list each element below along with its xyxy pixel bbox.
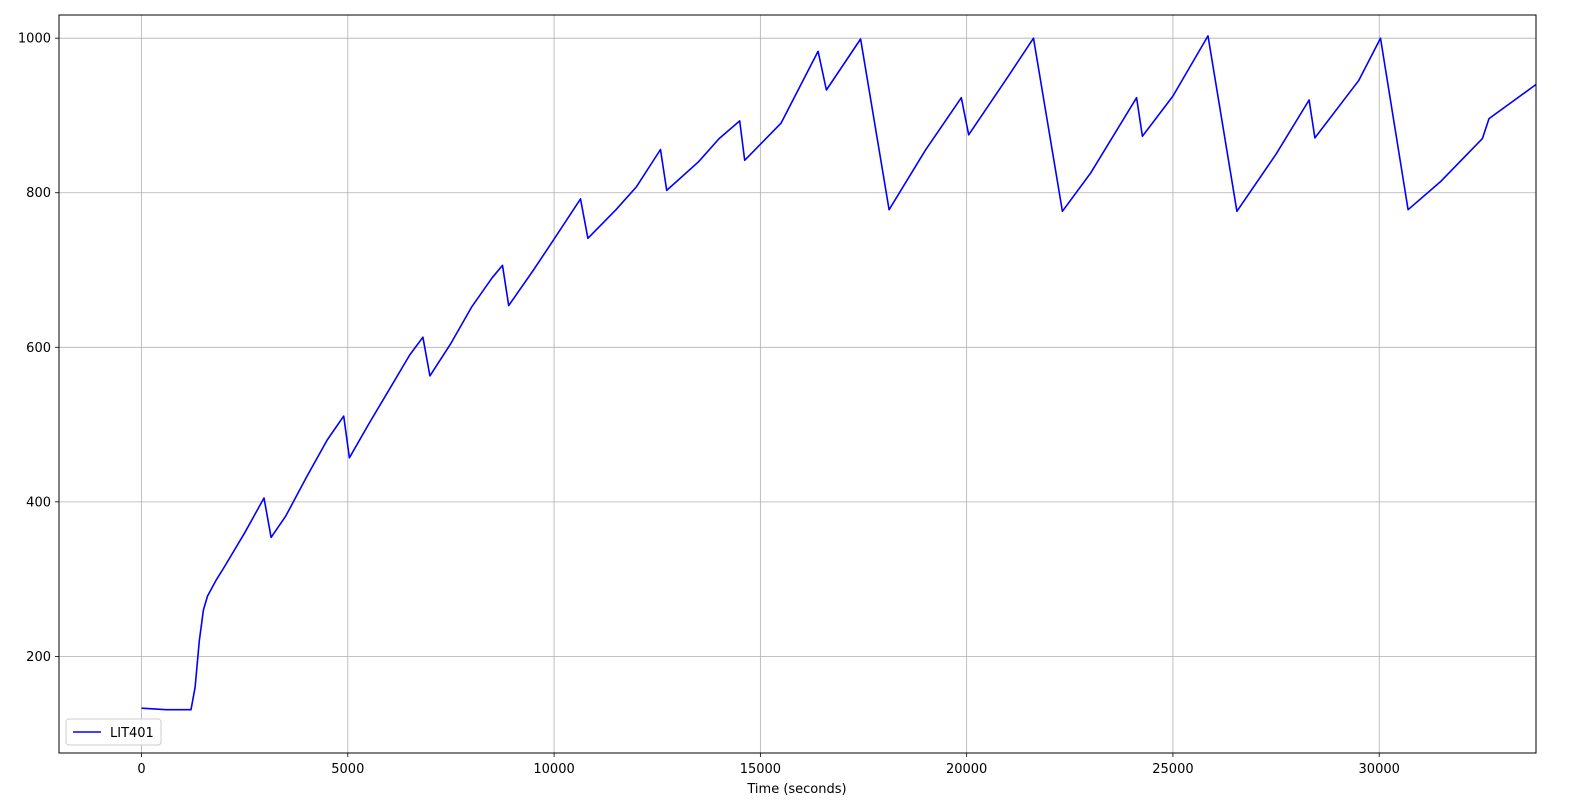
x-axis-label: Time (seconds) [746, 782, 846, 797]
grid [59, 15, 1536, 753]
y-axis-ticks: 200 400 600 800 1000 [18, 32, 59, 665]
y-tick-label: 600 [26, 341, 51, 356]
y-tick-label: 400 [26, 495, 51, 510]
series-layer [141, 35, 1537, 711]
plot-background [59, 15, 1536, 753]
x-tick-label: 5000 [331, 762, 364, 777]
x-axis-ticks: 0 5000 10000 15000 20000 25000 30000 [137, 753, 1400, 777]
x-tick-label: 0 [137, 762, 145, 777]
y-tick-label: 200 [26, 650, 51, 665]
x-tick-label: 30000 [1359, 762, 1400, 777]
x-tick-label: 20000 [946, 762, 987, 777]
x-tick-label: 10000 [533, 762, 574, 777]
x-tick-label: 15000 [740, 762, 781, 777]
y-tick-label: 1000 [18, 32, 51, 47]
legend-box [65, 718, 162, 746]
y-tick-label: 800 [26, 186, 51, 201]
legend: LIT401 [65, 718, 162, 746]
series-line-lit401 [141, 35, 1537, 711]
plot-frame [58, 14, 1537, 754]
legend-label: LIT401 [110, 726, 154, 741]
x-tick-label: 25000 [1152, 762, 1193, 777]
